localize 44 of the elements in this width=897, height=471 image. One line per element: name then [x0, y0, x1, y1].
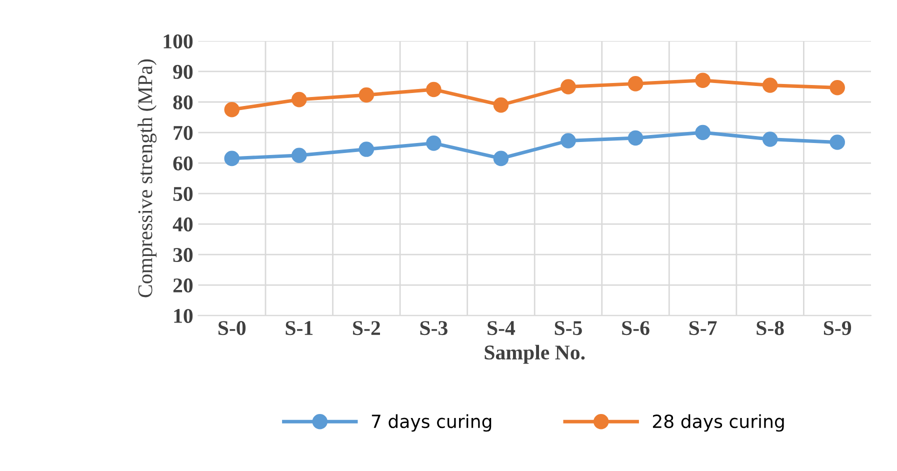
point — [762, 78, 778, 93]
point — [426, 136, 442, 151]
x-tick-label: S-2 — [353, 321, 380, 336]
x-tick-label: S-1 — [286, 321, 313, 336]
point — [493, 97, 509, 113]
point — [830, 134, 845, 150]
point — [493, 150, 509, 166]
point — [224, 150, 240, 166]
point — [292, 92, 307, 108]
y-tick-label: 60 — [173, 156, 193, 170]
x-tick-label: S-3 — [420, 321, 448, 336]
y-tick-label: 70 — [174, 126, 193, 140]
point — [358, 87, 374, 103]
y-tick-label: 50 — [173, 186, 193, 201]
x-tick-label: S-5 — [554, 321, 582, 336]
point — [695, 124, 710, 140]
point — [830, 80, 845, 96]
point — [358, 142, 374, 157]
x-axis-title: Sample No. — [484, 344, 585, 364]
point — [628, 76, 644, 92]
y-tick-label: 100 — [164, 34, 193, 48]
y-axis-title: Compressive strength (MPa) — [138, 59, 157, 298]
x-tick-label: S-6 — [622, 321, 650, 336]
point — [224, 102, 240, 118]
point — [762, 132, 778, 147]
x-tick-label: S-4 — [488, 321, 516, 336]
y-tick-label: 40 — [172, 217, 193, 232]
legend-label: 7 days curing — [372, 414, 492, 432]
point — [695, 72, 710, 88]
y-tick-label: 80 — [173, 95, 193, 110]
point — [628, 130, 644, 146]
legend-label: 28 days curing — [652, 414, 784, 432]
y-tick-label: 30 — [173, 248, 193, 262]
x-tick-label: S-0 — [218, 321, 246, 336]
x-tick-label: S-7 — [689, 321, 717, 336]
point — [560, 133, 576, 148]
point — [560, 79, 576, 94]
point — [426, 82, 442, 98]
y-tick-label: 20 — [173, 278, 193, 292]
x-tick-label: S-8 — [756, 321, 784, 336]
y-tick-label: 10 — [174, 308, 193, 324]
x-tick-label: S-9 — [824, 321, 852, 336]
point — [292, 148, 307, 164]
y-tick-label: 90 — [173, 64, 193, 79]
